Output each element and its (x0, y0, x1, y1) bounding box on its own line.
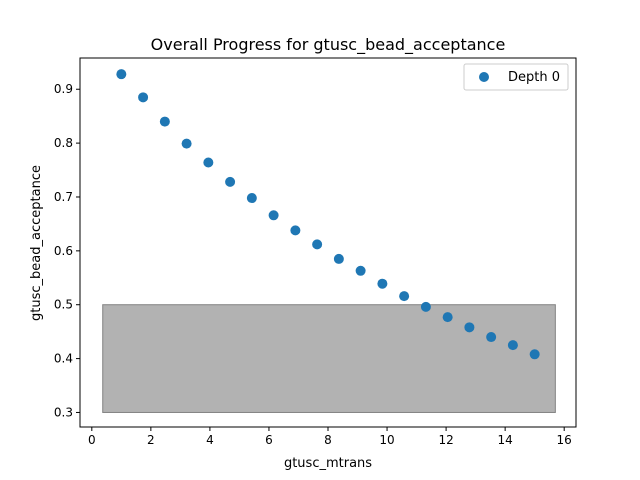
scatter-point-series-0 (138, 92, 149, 103)
x-tick-label: 4 (206, 433, 214, 447)
scatter-point-series-0 (290, 225, 301, 236)
x-tick-label: 12 (438, 433, 453, 447)
scatter-point-series-0 (246, 193, 257, 204)
shaded-region (102, 304, 556, 413)
x-tick-label: 14 (498, 433, 513, 447)
y-tick-label: 0.4 (54, 352, 73, 366)
x-axis-label: gtusc_mtrans (284, 456, 372, 471)
y-axis-label: gtusc_bead_acceptance (29, 165, 44, 321)
x-tick-label: 6 (265, 433, 273, 447)
chart-title: Overall Progress for gtusc_bead_acceptan… (151, 35, 506, 55)
scatter-point-series-0 (333, 253, 344, 264)
scatter-point-series-0 (181, 138, 192, 149)
scatter-point-series-0 (507, 340, 518, 351)
plot-area: 0 2 4 6 8 10 12 14 16 0.3 0.4 0.5 0.6 0.7 0.8 0.9 (54, 57, 577, 447)
legend-label-depth-0: Depth 0 (508, 70, 560, 85)
x-tick-label: 0 (88, 433, 96, 447)
y-tick-label: 0.5 (54, 298, 73, 312)
x-tick-label: 8 (324, 433, 332, 447)
scatter-point-series-0 (420, 301, 431, 312)
scatter-point-series-0 (225, 176, 236, 187)
scatter-point-series-0 (399, 291, 410, 302)
y-tick-label: 0.3 (54, 405, 73, 419)
scatter-point-series-0 (268, 210, 279, 221)
scatter-point-series-0 (116, 69, 127, 80)
scatter-point-series-0 (159, 116, 170, 127)
scatter-point-series-0 (377, 278, 388, 289)
scatter-point-series-0 (486, 332, 497, 343)
x-tick-label: 2 (147, 433, 155, 447)
y-tick-label: 0.8 (54, 136, 73, 150)
y-tick-label: 0.7 (54, 190, 73, 204)
legend: Depth 0 (463, 63, 569, 91)
scatter-point-series-0 (529, 349, 540, 360)
x-tick-label: 16 (557, 433, 572, 447)
y-tick-label: 0.6 (54, 244, 73, 258)
scatter-point-series-0 (312, 239, 323, 250)
scatter-point-series-0 (464, 322, 475, 333)
scatter-point-series-0 (442, 312, 453, 323)
scatter-point-series-0 (355, 265, 366, 276)
scatter-point-series-0 (203, 157, 214, 168)
legend-box (463, 63, 569, 91)
x-tick-label: 10 (379, 433, 394, 447)
legend-marker-depth-0 (479, 72, 489, 82)
y-tick-label: 0.9 (54, 82, 73, 96)
